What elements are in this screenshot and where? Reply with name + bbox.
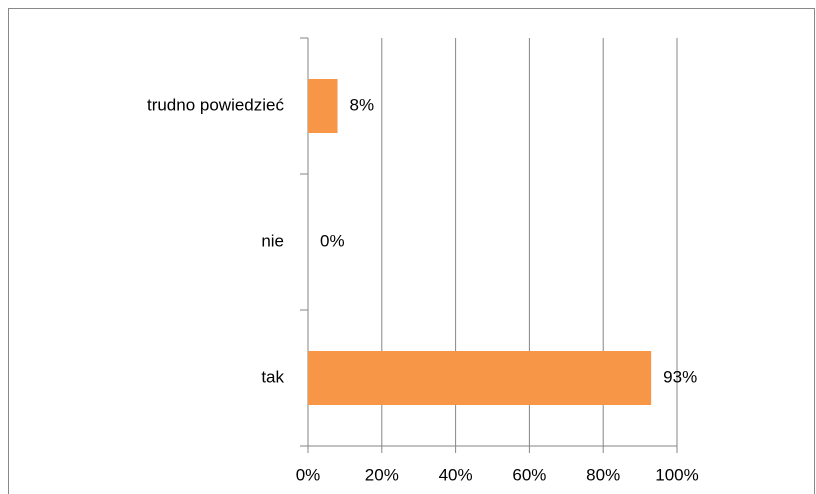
x-tick-label: 40% (439, 465, 473, 484)
bar (308, 351, 652, 405)
x-tick-label: 60% (512, 465, 546, 484)
x-tick-label: 20% (365, 465, 399, 484)
chart-border (8, 8, 815, 494)
x-tick-label: 80% (586, 465, 620, 484)
x-tick-label: 0% (296, 465, 321, 484)
value-label: 93% (663, 367, 697, 386)
y-tick-label: tak (261, 367, 284, 386)
value-label: 8% (350, 95, 375, 114)
bar (308, 79, 338, 133)
y-tick-label: trudno powiedzieć (147, 95, 285, 114)
value-label: 0% (320, 231, 345, 250)
y-tick-label: nie (261, 231, 284, 250)
x-tick-label: 100% (655, 465, 698, 484)
